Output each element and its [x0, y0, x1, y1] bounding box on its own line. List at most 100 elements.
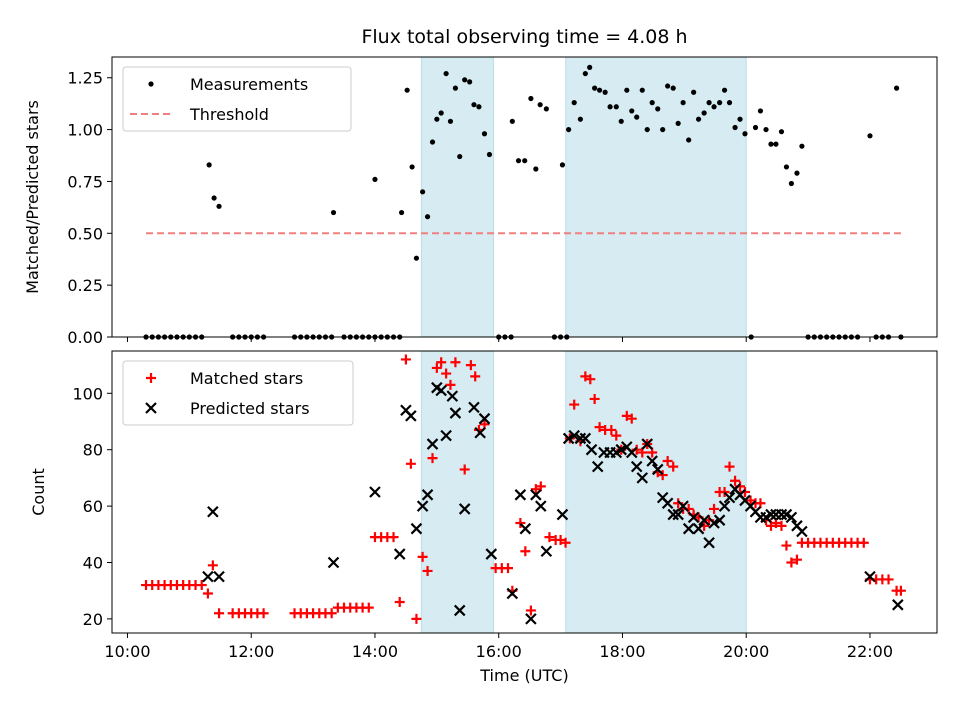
matched-star-point: [520, 546, 531, 557]
predicted-star-point: [713, 514, 726, 526]
predicted-star-point: [540, 545, 553, 557]
matched-star-point: [662, 455, 673, 466]
measurement-point: [424, 214, 431, 220]
predicted-star-point: [641, 438, 653, 450]
measurement-point: [691, 89, 697, 95]
measurement-point: [577, 116, 583, 122]
measurement-point: [559, 162, 566, 168]
x-tick-label: 10:00: [104, 642, 150, 661]
predicted-star-point: [369, 486, 381, 498]
measurement-point: [768, 141, 774, 147]
measurement-point: [737, 116, 743, 122]
measurement-point: [452, 85, 459, 91]
predicted-star-point: [207, 505, 219, 518]
predicted-star-point: [892, 599, 904, 611]
measurement-point: [533, 166, 539, 172]
measurement-point: [211, 195, 217, 201]
measurement-point: [655, 106, 661, 112]
matched-star-point: [445, 379, 456, 390]
measurement-point: [434, 116, 440, 122]
matched-star-point: [657, 470, 668, 481]
predicted-star-point: [458, 503, 471, 515]
matched-star-point: [668, 461, 679, 472]
measurement-point: [701, 110, 707, 116]
predicted-star-point: [698, 514, 710, 526]
legend-label: Matched stars: [190, 369, 303, 388]
y-axis-label: Count: [29, 468, 48, 516]
y-tick-label: 0.50: [67, 224, 103, 243]
measurement-point: [893, 85, 900, 91]
measurement-point: [757, 108, 764, 114]
matched-star-point: [258, 608, 269, 619]
measurement-point: [571, 100, 577, 106]
matched-star-point: [585, 374, 596, 385]
bottom-panel: 20 40 60 80 100 10:00 12:00 14:00 16:00 18:00 20:0…: [29, 350, 938, 685]
top-panel: 0.00 0.25 0.50 0.75 1.00 1.25 Matched/Predicte…: [23, 26, 938, 347]
matched-star-point: [791, 554, 802, 565]
predicted-star-point: [213, 570, 225, 583]
measurement-point: [372, 176, 378, 182]
measurement-point: [644, 126, 650, 133]
predicted-star-point: [562, 432, 575, 445]
measurement-point: [443, 70, 449, 77]
predicted-star-point: [864, 570, 876, 583]
y-tick-label: 20: [83, 610, 103, 629]
legend-marker-plus: [146, 373, 156, 383]
y-tick-label: 1.00: [67, 121, 103, 140]
plot-frame: [111, 350, 938, 634]
measurement-point: [486, 151, 493, 158]
predicted-star-point: [440, 429, 452, 442]
matched-star-point: [214, 608, 225, 619]
plot-frame: [111, 56, 938, 338]
measurement-point: [794, 170, 800, 176]
shaded-interval: [420, 56, 495, 338]
matched-star-point: [719, 487, 730, 497]
matched-star-point: [465, 360, 476, 371]
predicted-star-point: [426, 438, 439, 450]
predicted-star-point: [765, 508, 777, 521]
matched-star-point: [400, 354, 411, 365]
matched-star-point: [422, 565, 433, 576]
predicted-star-point: [519, 522, 532, 535]
matched-star-point: [441, 368, 452, 379]
matched-star-point: [724, 461, 735, 472]
matched-star-point: [207, 560, 218, 571]
predicted-star-point: [785, 511, 798, 524]
predicted-star-point: [202, 570, 214, 583]
matched-star-point: [895, 585, 906, 596]
measurement-point: [592, 85, 598, 91]
shaded-interval: [420, 350, 495, 634]
measurement-point: [420, 189, 426, 195]
matched-star-point: [450, 357, 461, 368]
predicted-star-point: [435, 384, 447, 397]
matched-star-point: [709, 503, 720, 514]
x-tick-label: 22:00: [847, 642, 893, 661]
matched-star-point: [594, 422, 605, 433]
x-tick-label: 12:00: [228, 642, 274, 661]
predicted-star-point: [723, 491, 736, 504]
predicted-star-point: [506, 587, 519, 600]
y-tick-label: 1.25: [67, 69, 103, 88]
measurement-point: [721, 87, 728, 93]
matched-star-point: [776, 520, 787, 531]
predicted-star-point: [416, 500, 429, 512]
predicted-star-point: [585, 443, 598, 456]
predicted-star-point: [708, 517, 720, 529]
matched-star-point: [388, 532, 399, 543]
matched-star-point: [589, 393, 600, 404]
y-axis-label: Matched/Predicted stars: [23, 100, 42, 294]
y-tick-label: 0.00: [67, 328, 103, 347]
predicted-star-point: [468, 401, 480, 414]
matched-star-point: [525, 605, 536, 616]
measurement-point: [447, 118, 454, 124]
measurement-point: [509, 118, 515, 124]
measurement-point: [686, 137, 692, 143]
legend-box: [122, 360, 354, 426]
measurement-point: [206, 162, 212, 168]
predicted-star-point: [636, 472, 649, 484]
predicted-star-point: [449, 407, 462, 419]
matched-star-point: [647, 447, 658, 458]
matched-star-point: [417, 551, 428, 562]
measurement-point: [398, 209, 405, 216]
predicted-star-point: [556, 508, 569, 521]
